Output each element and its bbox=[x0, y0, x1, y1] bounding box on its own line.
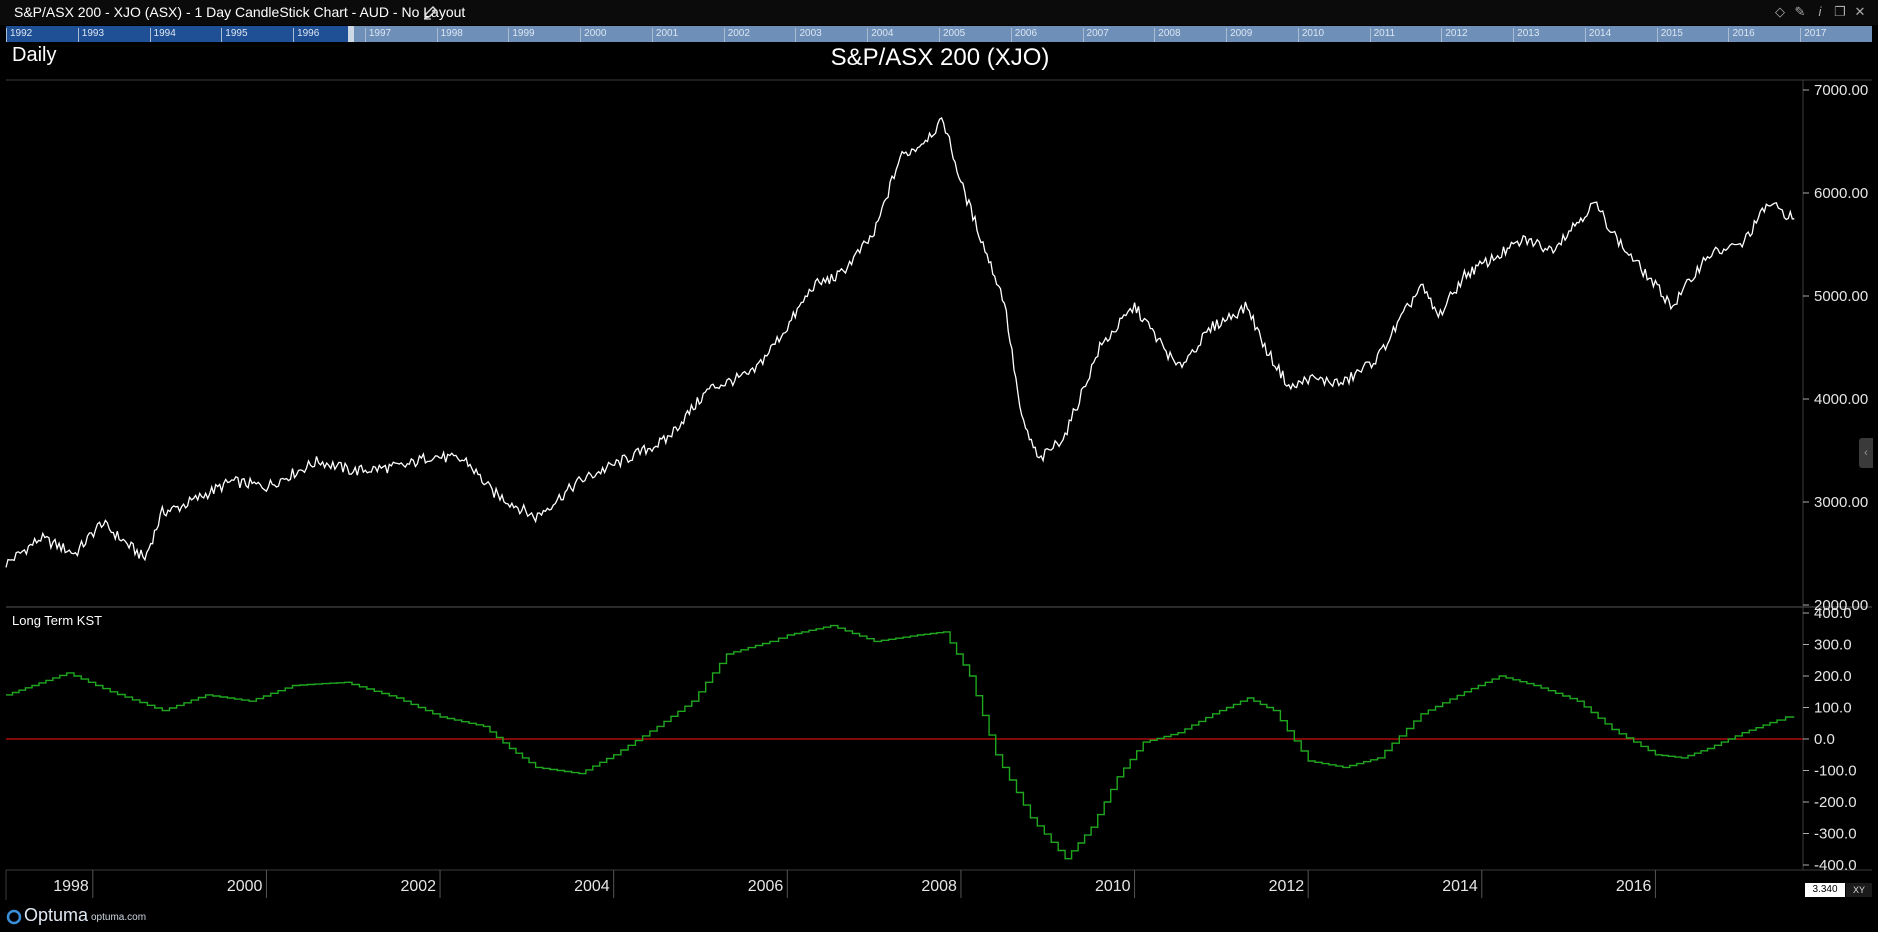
navigator-year-label: 2015 bbox=[1656, 28, 1683, 42]
kst-series-line bbox=[6, 624, 1795, 860]
navigator-year-label: 2007 bbox=[1082, 28, 1109, 42]
navigator-year-label: 2012 bbox=[1441, 28, 1468, 42]
time-axis-tick-label: 2008 bbox=[921, 878, 957, 895]
navigator-year-label: 2011 bbox=[1369, 28, 1395, 42]
time-axis-tick-label: 2002 bbox=[400, 878, 436, 895]
kst-axis-tick-label: -100.0 bbox=[1814, 763, 1857, 780]
window-title: S&P/ASX 200 - XJO (ASX) - 1 Day CandleSt… bbox=[14, 4, 466, 20]
restore-icon[interactable]: ❐ bbox=[1834, 4, 1846, 19]
chart-title: S&P/ASX 200 (XJO) bbox=[830, 44, 1050, 71]
navigator-year-label: 1995 bbox=[221, 28, 248, 42]
navigator-year-label: 1997 bbox=[364, 28, 391, 42]
time-axis-tick-label: 2014 bbox=[1442, 878, 1478, 895]
kst-axis-tick-label: -400.0 bbox=[1814, 857, 1857, 874]
navigator-year-label: 1996 bbox=[293, 28, 319, 42]
time-axis-tick-label: 2012 bbox=[1269, 878, 1305, 895]
pin-icon[interactable]: ✎ bbox=[1794, 4, 1806, 19]
price-axis-tick-label: 3000.00 bbox=[1814, 494, 1868, 511]
time-axis-tick-label: 1998 bbox=[53, 878, 89, 895]
kst-axis-tick-label: 300.0 bbox=[1814, 637, 1852, 654]
kst-axis-tick-label: 100.0 bbox=[1814, 700, 1852, 717]
xy-mode-button[interactable]: XY bbox=[1846, 883, 1872, 897]
navigator-year-label: 1992 bbox=[6, 28, 32, 42]
diamond-icon[interactable]: ◇ bbox=[1775, 4, 1785, 19]
navigator-year-label: 2002 bbox=[723, 28, 750, 42]
optuma-logo-icon bbox=[6, 909, 22, 925]
price-axis-tick-label: 2000.00 bbox=[1814, 597, 1868, 614]
navigator-year-label: 2009 bbox=[1226, 28, 1252, 42]
navigator-year-label: 2013 bbox=[1513, 28, 1539, 42]
kst-axis-tick-label: 400.0 bbox=[1814, 605, 1852, 622]
price-axis-tick-label: 7000.00 bbox=[1814, 82, 1868, 99]
scale-value[interactable]: 3.340 bbox=[1805, 883, 1845, 897]
info-icon[interactable]: i bbox=[1818, 4, 1822, 19]
footer bbox=[0, 902, 1878, 932]
time-axis-tick-label: 2016 bbox=[1616, 878, 1652, 895]
kst-axis-tick-label: -200.0 bbox=[1814, 794, 1857, 811]
price-axis-tick-label: 6000.00 bbox=[1814, 185, 1868, 202]
navigator-year-label: 2000 bbox=[580, 28, 606, 42]
period-label: Daily bbox=[12, 44, 57, 66]
navigator-year-label: 2017 bbox=[1800, 28, 1826, 42]
navigator-year-label: 1993 bbox=[77, 28, 104, 42]
navigator-year-label: 2010 bbox=[1297, 28, 1324, 42]
logo-url[interactable]: optuma.com bbox=[91, 912, 147, 923]
time-axis-tick-label: 2006 bbox=[748, 878, 784, 895]
kst-axis-tick-label: 200.0 bbox=[1814, 668, 1852, 685]
navigator-year-label: 2016 bbox=[1728, 28, 1755, 42]
navigator-year-label: 1994 bbox=[149, 28, 176, 42]
price-axis-tick-label: 4000.00 bbox=[1814, 391, 1868, 408]
navigator-year-label: 1999 bbox=[508, 28, 535, 42]
navigator-year-label: 2014 bbox=[1584, 28, 1611, 42]
title-bar: S&P/ASX 200 - XJO (ASX) - 1 Day CandleSt… bbox=[0, 0, 1878, 25]
price-series-line bbox=[5, 117, 1795, 568]
navigator-year-label: 2006 bbox=[1010, 28, 1037, 42]
navigator-visible-range[interactable] bbox=[6, 26, 348, 42]
navigator-handle[interactable] bbox=[348, 26, 354, 42]
close-icon[interactable]: ✕ bbox=[1854, 4, 1866, 19]
navigator-year-label: 2001 bbox=[651, 28, 678, 42]
kst-panel-title: Long Term KST bbox=[12, 613, 103, 628]
pencil-icon[interactable] bbox=[423, 5, 438, 20]
navigator-year-label: 1998 bbox=[436, 28, 463, 42]
logo-text: Optuma bbox=[24, 905, 89, 925]
date-navigator[interactable]: 1992 1993 1994 1995 1996 1997 1998 1999 2000 2001… bbox=[6, 26, 1872, 42]
navigator-year-label: 2003 bbox=[795, 28, 822, 42]
kst-axis-tick-label: 0.0 bbox=[1814, 731, 1835, 748]
navigator-year-label: 2008 bbox=[1154, 28, 1181, 42]
time-axis-tick-label: 2000 bbox=[227, 878, 263, 895]
time-axis-tick-label: 2010 bbox=[1095, 878, 1131, 895]
side-panel-toggle[interactable]: ‹ bbox=[1859, 438, 1873, 468]
time-axis-tick-label: 2004 bbox=[574, 878, 610, 895]
navigator-year-label: 2005 bbox=[939, 28, 965, 42]
price-axis-tick-label: 5000.00 bbox=[1814, 288, 1868, 305]
navigator-year-label: 2004 bbox=[867, 28, 893, 42]
kst-axis-tick-label: -300.0 bbox=[1814, 826, 1857, 843]
